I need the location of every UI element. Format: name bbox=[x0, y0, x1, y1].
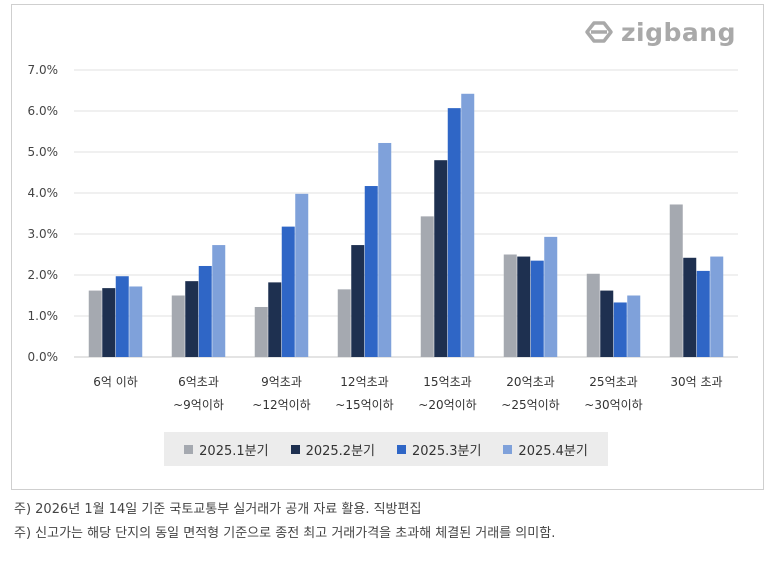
bar bbox=[351, 245, 365, 357]
legend-swatch bbox=[184, 444, 194, 454]
legend-item: 2025.3분기 bbox=[397, 440, 481, 459]
x-tick-label: 15억초과 bbox=[423, 375, 471, 389]
bar-chart: 0.0% 1.0% 2.0% 3.0% 4.0% 5.0% 6.0% 7.0% 6억 이하 6억초… bbox=[28, 63, 738, 412]
bar bbox=[586, 273, 600, 357]
bar bbox=[212, 245, 226, 357]
x-tick-label: ~25억이하 bbox=[501, 398, 559, 412]
y-tick-label: 1.0% bbox=[28, 309, 59, 323]
y-tick-label: 6.0% bbox=[28, 104, 59, 118]
legend-item: 2025.1분기 bbox=[184, 440, 269, 459]
bar bbox=[378, 142, 392, 357]
bar bbox=[683, 257, 697, 357]
bar bbox=[254, 306, 268, 357]
bar bbox=[420, 216, 434, 357]
brand-name: zigbang bbox=[621, 17, 736, 47]
x-tick-label: 25억초과 bbox=[589, 375, 637, 389]
bar bbox=[461, 93, 475, 357]
bar bbox=[627, 295, 641, 357]
bar bbox=[447, 108, 461, 357]
bar bbox=[696, 270, 710, 357]
legend-label: 2025.3분기 bbox=[412, 443, 482, 459]
y-tick-label: 3.0% bbox=[28, 227, 59, 241]
legend-item: 2025.4분기 bbox=[503, 440, 588, 459]
brand-logo: zigbang bbox=[583, 16, 736, 48]
legend-label: 2025.1분기 bbox=[199, 443, 269, 459]
bar bbox=[115, 276, 129, 357]
bar bbox=[295, 193, 309, 357]
bar bbox=[364, 186, 378, 357]
y-tick-label: 5.0% bbox=[28, 145, 59, 159]
legend-swatch bbox=[503, 444, 513, 454]
bar bbox=[185, 281, 199, 357]
bar bbox=[88, 290, 102, 357]
y-tick-label: 7.0% bbox=[28, 63, 59, 77]
bar bbox=[600, 290, 614, 357]
x-tick-label: ~30억이하 bbox=[584, 398, 642, 412]
footnote-source: 주) 2026년 1월 14일 기준 국토교통부 실거래가 공개 자료 활용. … bbox=[14, 502, 422, 517]
x-tick-label: 30억 초과 bbox=[670, 375, 722, 389]
y-tick-label: 4.0% bbox=[28, 186, 59, 200]
bar bbox=[434, 160, 448, 357]
bar bbox=[268, 282, 282, 357]
bar bbox=[613, 302, 627, 357]
legend-label: 2025.2분기 bbox=[305, 443, 375, 459]
x-tick-label: 9억초과 bbox=[261, 375, 302, 389]
bar bbox=[171, 295, 185, 357]
bar bbox=[503, 254, 517, 357]
bar bbox=[710, 256, 724, 357]
bar bbox=[102, 288, 116, 357]
legend-label: 2025.4분기 bbox=[518, 443, 588, 459]
x-tick-label: 12억초과 bbox=[340, 375, 388, 389]
zigbang-logo-icon bbox=[585, 21, 613, 43]
bar bbox=[669, 204, 683, 357]
x-tick-label: ~9억이하 bbox=[173, 398, 224, 412]
y-tick-label: 2.0% bbox=[28, 268, 59, 282]
bar bbox=[337, 289, 351, 357]
bar bbox=[517, 256, 531, 357]
bar bbox=[198, 265, 212, 357]
x-tick-label: 6억 이하 bbox=[93, 375, 138, 389]
legend-swatch bbox=[397, 444, 406, 454]
y-tick-label: 0.0% bbox=[28, 350, 59, 364]
legend-item: 2025.2분기 bbox=[290, 440, 375, 459]
bar bbox=[129, 286, 143, 357]
x-tick-label: 6억초과 bbox=[178, 375, 219, 389]
x-tick-label: ~15억이하 bbox=[335, 398, 393, 412]
legend-swatch bbox=[290, 444, 300, 454]
x-tick-label: 20억초과 bbox=[506, 375, 554, 389]
x-tick-label: ~20억이하 bbox=[418, 398, 476, 412]
footnotes: 주) 2026년 1월 14일 기준 국토교통부 실거래가 공개 자료 활용. … bbox=[14, 498, 555, 546]
footnote-definition: 주) 신고가는 해당 단지의 동일 면적형 기준으로 종전 최고 거래가격을 초… bbox=[14, 526, 556, 541]
x-tick-label: ~12억이하 bbox=[252, 398, 310, 412]
chart-legend: 2025.1분기 2025.2분기 2025.3분기 2025.4분기 bbox=[164, 432, 608, 466]
bar bbox=[544, 236, 558, 357]
bar bbox=[281, 226, 295, 357]
bar bbox=[530, 260, 544, 357]
